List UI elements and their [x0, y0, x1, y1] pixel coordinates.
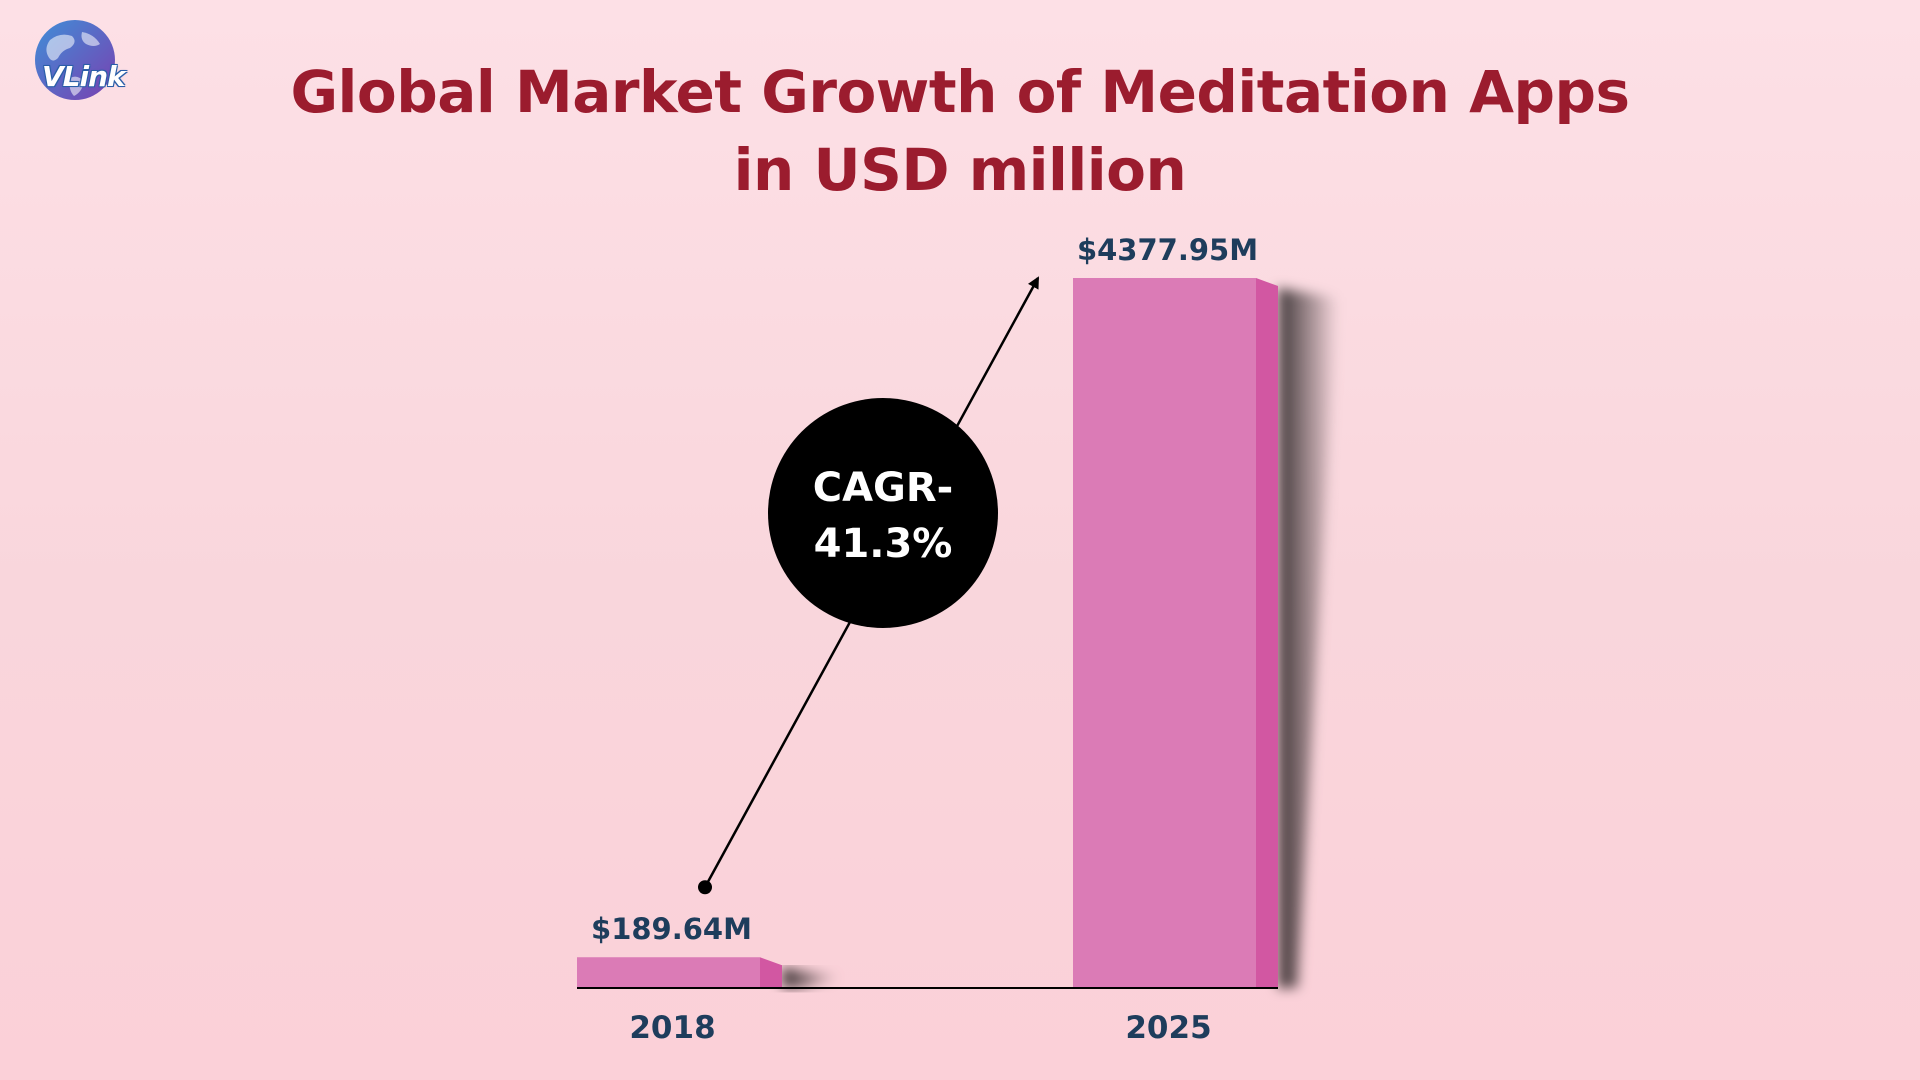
- bar-2025: [1073, 278, 1256, 988]
- cagr-value: 41.3%: [814, 521, 953, 567]
- x-tick-label-2018: 2018: [629, 1010, 715, 1046]
- chart-subtitle: in USD million: [733, 136, 1187, 204]
- globe-icon: [35, 20, 115, 100]
- bar-side-2025: [1256, 278, 1278, 988]
- cagr-badge: [768, 398, 998, 628]
- logo-text: VLink: [42, 60, 126, 93]
- vlink-logo: VLink: [20, 18, 130, 108]
- bar-side-2018: [760, 957, 782, 988]
- cagr-label: CAGR-: [813, 465, 954, 511]
- x-tick-label-2025: 2025: [1125, 1010, 1211, 1046]
- bar-shadow-2018: [782, 967, 842, 988]
- data-label-2025: $4377.95M: [1077, 233, 1258, 267]
- bar-2018: [577, 957, 760, 988]
- chart-title: Global Market Growth of Meditation Apps: [290, 58, 1630, 126]
- bar-shadow-2025: [1278, 288, 1338, 988]
- data-label-2018: $189.64M: [591, 912, 752, 946]
